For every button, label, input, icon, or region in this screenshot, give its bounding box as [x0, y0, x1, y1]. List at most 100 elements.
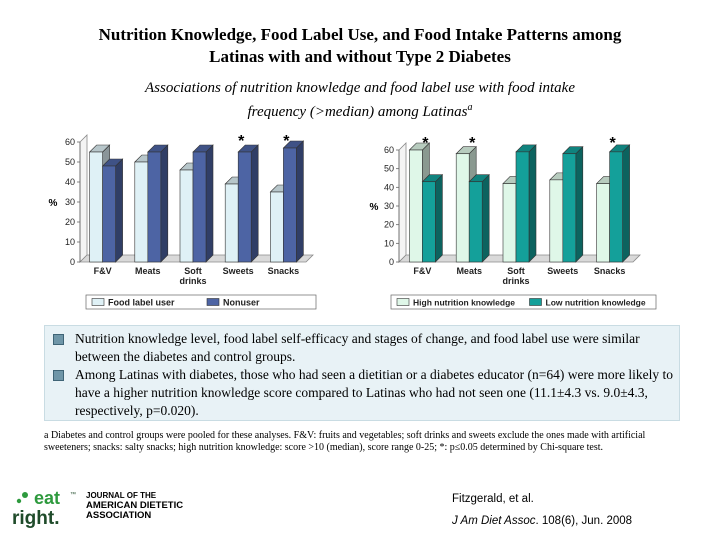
bullet-square-icon: [53, 370, 64, 381]
footnote: a Diabetes and control groups were poole…: [44, 430, 646, 453]
subtitle-line-2: frequency (>median) among Latinasa: [60, 98, 660, 122]
y-tick-label: 50: [65, 157, 75, 167]
y-tick-label: 60: [65, 137, 75, 147]
bullet-square-icon: [53, 334, 64, 345]
significance-marker: *: [422, 135, 429, 152]
bar: [609, 151, 623, 263]
subtitle-line-1: Associations of nutrition knowledge and …: [145, 80, 575, 96]
eat-right-logo: eat right. ™: [12, 488, 76, 528]
x-tick-label: Meats: [456, 266, 482, 276]
x-tick-label: drinks: [502, 276, 529, 286]
bar-side: [115, 158, 123, 263]
bar: [409, 149, 423, 263]
side-wall: [79, 134, 88, 263]
y-tick-label: 20: [65, 217, 75, 227]
bar: [224, 183, 239, 263]
x-tick-label: F&V: [413, 266, 431, 276]
bar-side: [205, 144, 214, 263]
significance-marker: *: [238, 133, 245, 150]
x-tick-label: Sweets: [223, 266, 254, 276]
subtitle-superscript: a: [467, 102, 473, 113]
legend-label: High nutrition knowledge: [413, 298, 515, 308]
finding-2: Among Latinas with diabetes, those who h…: [53, 366, 679, 420]
bar: [270, 191, 284, 263]
y-tick-label: 60: [384, 145, 394, 155]
significance-marker: *: [469, 135, 476, 152]
finding-2-text: Among Latinas with diabetes, those who h…: [75, 367, 674, 418]
bar: [134, 161, 149, 263]
bar: [179, 169, 194, 263]
finding-1: Nutrition knowledge level, food label se…: [53, 330, 679, 366]
y-axis-label: %: [370, 202, 379, 213]
bar: [237, 151, 252, 263]
bar: [515, 151, 530, 263]
bar: [596, 183, 610, 263]
y-tick-label: 50: [384, 164, 394, 174]
legend-box: [390, 294, 657, 310]
legend-swatch: [91, 298, 105, 306]
legend-label: Nonuser: [223, 298, 260, 308]
title-line-2: Latinas with and without Type 2 Diabetes: [209, 47, 511, 66]
citation-journal: J Am Diet Assoc: [452, 515, 536, 527]
journal-name: JOURNAL OF THE AMERICAN DIETETIC ASSOCIA…: [86, 491, 183, 521]
journal-line-3: ASSOCIATION: [86, 510, 152, 521]
svg-text:eat: eat: [34, 488, 60, 508]
bar: [89, 151, 103, 263]
bar: [147, 151, 162, 263]
bar-side: [622, 144, 630, 263]
svg-text:right.: right.: [12, 508, 60, 528]
subtitle-line-2-text: frequency (>median) among Latinas: [247, 104, 468, 120]
x-tick-label: Meats: [135, 266, 161, 276]
bar: [192, 151, 207, 263]
side-wall: [398, 142, 407, 263]
legend-swatch: [529, 298, 542, 306]
y-axis-label: %: [49, 198, 58, 209]
citation-details: . 108(6), Jun. 2008: [535, 515, 633, 527]
x-tick-label: Sweets: [547, 266, 578, 276]
bar: [502, 183, 517, 263]
title-line-1: Nutrition Knowledge, Food Label Use, and…: [98, 25, 622, 44]
bar-side: [250, 144, 259, 263]
slide-subtitle: Associations of nutrition knowledge and …: [60, 78, 660, 122]
x-tick-label: Snacks: [268, 266, 300, 276]
y-tick-label: 40: [65, 177, 75, 187]
y-tick-label: 20: [384, 220, 394, 230]
bar: [283, 147, 297, 263]
bar-side: [435, 174, 443, 263]
journal-line-1: JOURNAL OF THE: [86, 491, 157, 500]
legend-label: Low nutrition knowledge: [546, 298, 646, 308]
y-tick-label: 10: [65, 237, 75, 247]
legend-swatch: [396, 298, 410, 306]
svg-text:™: ™: [70, 491, 76, 498]
x-tick-label: F&V: [94, 266, 112, 276]
significance-marker: *: [283, 133, 290, 150]
x-tick-label: Snacks: [594, 266, 626, 276]
finding-1-text: Nutrition knowledge level, food label se…: [75, 331, 640, 364]
bar: [455, 153, 470, 263]
y-tick-label: 0: [70, 257, 75, 267]
legend-swatch: [206, 298, 220, 306]
y-tick-label: 10: [384, 238, 394, 248]
slide-title: Nutrition Knowledge, Food Label Use, and…: [0, 24, 720, 68]
x-tick-label: Soft: [507, 266, 525, 276]
key-findings-box: Nutrition knowledge level, food label se…: [44, 325, 680, 421]
bar: [102, 165, 116, 263]
bar-side: [481, 174, 490, 263]
y-tick-label: 40: [384, 182, 394, 192]
x-tick-label: Soft: [184, 266, 202, 276]
bar-side: [296, 140, 304, 263]
bar: [549, 179, 564, 263]
legend-box: [85, 294, 317, 310]
y-tick-label: 30: [65, 197, 75, 207]
bar-side: [575, 146, 584, 263]
x-tick-label: drinks: [179, 276, 206, 286]
citation-reference: J Am Diet Assoc. 108(6), Jun. 2008: [452, 515, 632, 527]
significance-marker: *: [609, 135, 616, 152]
citation-authors: Fitzgerald, et al.: [452, 493, 534, 505]
journal-line-2: AMERICAN DIETETIC: [86, 500, 184, 511]
y-tick-label: 0: [389, 257, 394, 267]
bar-side: [160, 144, 169, 263]
bar: [562, 153, 577, 263]
